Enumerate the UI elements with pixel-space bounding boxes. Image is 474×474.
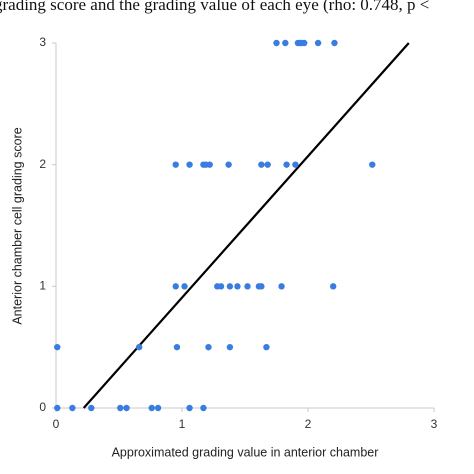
data-point [200,404,207,412]
data-point [173,343,181,351]
data-point [54,343,61,351]
y-axis-title: Anterior chamber cell grading score [10,127,24,324]
data-point [273,39,280,47]
data-point [331,39,338,47]
data-point [186,404,193,412]
data-point [88,404,95,412]
data-point [117,404,124,412]
y-tick-label: 1 [39,279,46,293]
data-point [226,283,234,290]
data-point [283,161,290,168]
data-point [186,161,193,168]
data-point [258,283,265,290]
data-point [292,161,299,168]
x-axis-title: Approximated grading value in anterior c… [112,445,379,459]
data-point [154,404,162,412]
data-point [263,343,270,351]
chart-title: grading score and the grading value of e… [0,0,429,14]
y-tick-label: 3 [39,35,46,49]
data-point [369,161,376,168]
data-point [123,404,130,412]
data-point [206,161,213,168]
data-point [278,283,285,290]
x-tick-label: 0 [53,417,60,431]
data-point [282,39,289,47]
regression-line [82,42,410,409]
data-point [217,283,225,290]
data-point [135,343,143,351]
data-point [148,404,155,412]
data-point [301,39,308,47]
data-point [172,283,179,290]
data-point [314,39,322,47]
data-point [226,343,234,351]
data-point [234,283,241,290]
data-point [54,404,61,412]
data-point [258,161,265,168]
data-point [330,283,337,290]
x-tick-label: 3 [431,417,438,431]
x-tick-label: 1 [179,417,186,431]
data-point [172,161,179,168]
data-point [244,283,251,290]
x-tick-label: 2 [305,417,312,431]
y-tick-label: 2 [39,157,46,171]
data-point [225,161,232,168]
data-point [69,404,76,412]
data-point [264,161,271,168]
data-point [205,343,212,351]
y-tick-label: 0 [39,400,46,414]
data-point [181,283,188,290]
